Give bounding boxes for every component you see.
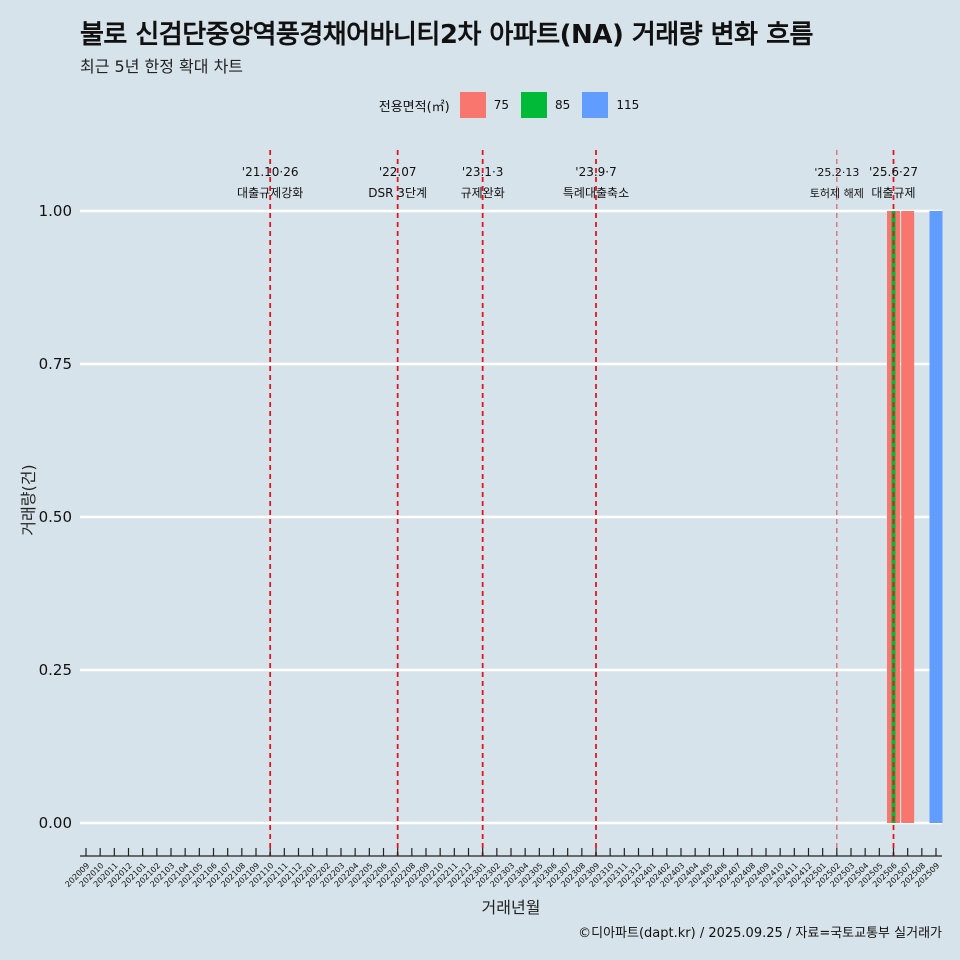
event-date-202110: '21.10·26 <box>242 165 299 179</box>
legend: 전용면적(㎡) 75 85 115 <box>0 92 960 118</box>
bar-115-202509 <box>929 211 943 823</box>
legend-label-85: 85 <box>555 98 571 112</box>
legend-label-75: 75 <box>493 98 510 112</box>
event-label-202506: 대출규제 <box>871 186 915 200</box>
bar-85-202506 <box>891 211 896 823</box>
chart-subtitle: 최근 5년 한정 확대 차트 <box>80 57 244 76</box>
event-date-202207: '22.07 <box>379 165 417 179</box>
event-label-202207: DSR 3단계 <box>368 186 427 200</box>
event-date-202502: '25.2·13 <box>814 166 859 179</box>
y-tick-label: 0.25 <box>39 661 72 679</box>
event-date-202309: '23.9·7 <box>575 165 616 179</box>
event-date-202301: '23.1·3 <box>462 165 503 179</box>
y-tick-label: 0.00 <box>39 814 72 832</box>
event-label-202301: 규제완화 <box>461 186 505 200</box>
bar-75-202507 <box>901 211 915 823</box>
legend-title: 전용면적(㎡) <box>378 99 450 115</box>
event-date-202506: '25.6·27 <box>869 165 918 179</box>
x-axis-title: 거래년월 <box>482 898 541 917</box>
y-tick-label: 0.75 <box>39 355 72 373</box>
legend-label-115: 115 <box>616 98 640 112</box>
legend-key-85 <box>521 92 548 118</box>
y-axis-title: 거래량(건) <box>19 464 38 535</box>
caption: ©디아파트(dapt.kr) / 2025.09.25 / 자료=국토교통부 실… <box>578 926 942 941</box>
event-label-202502: 토허제 해제 <box>810 186 864 200</box>
y-tick-label: 0.50 <box>39 508 72 526</box>
y-tick-label: 1.00 <box>39 202 72 220</box>
event-label-202309: 특례대출축소 <box>563 186 629 200</box>
event-label-202110: 대출규제강화 <box>237 186 303 200</box>
legend-key-75 <box>459 92 486 118</box>
legend-key-115 <box>582 92 609 118</box>
chart-title: 불로 신검단중앙역풍경채어바니티2차 아파트(NA) 거래량 변화 흐름 <box>80 20 813 50</box>
